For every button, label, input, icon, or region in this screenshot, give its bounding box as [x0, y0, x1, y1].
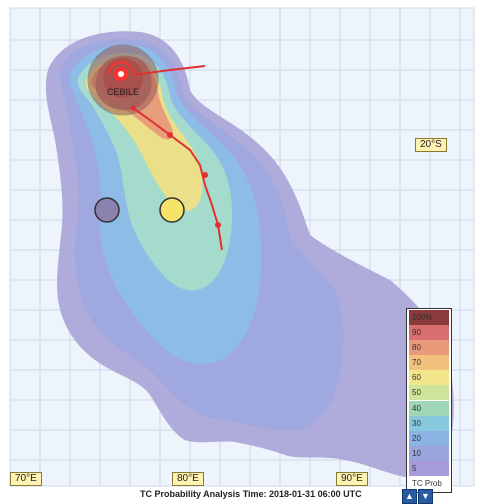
legend-row: 10	[409, 445, 449, 461]
legend-row: TC Prob	[409, 475, 449, 491]
track-point	[215, 222, 221, 228]
track-point	[130, 105, 136, 111]
track-point	[167, 132, 173, 138]
track-point	[202, 172, 208, 178]
secondary-marker-purple	[94, 197, 120, 223]
storm-track-past	[132, 65, 206, 76]
legend-row: 20	[409, 430, 449, 446]
legend-row: 50	[409, 385, 449, 401]
analysis-time-caption: TC Probability Analysis Time: 2018-01-31…	[140, 489, 362, 499]
probability-legend: 100% 90 80 70 60 50 40 30 20 10 5 TC Prob	[406, 308, 452, 493]
legend-row: 70	[409, 355, 449, 371]
lon-label-80e: 80°E	[172, 472, 204, 486]
legend-row: 40	[409, 400, 449, 416]
legend-row: 90	[409, 325, 449, 341]
lat-label-20s: 20°S	[415, 138, 447, 152]
storm-center-marker	[87, 44, 159, 116]
legend-row: 80	[409, 340, 449, 356]
legend-row: 100%	[409, 310, 449, 326]
legend-row: 30	[409, 415, 449, 431]
storm-name-label: CEBILE	[107, 87, 139, 97]
secondary-marker-yellow	[159, 197, 185, 223]
legend-row: 5	[409, 460, 449, 476]
lon-label-90e: 90°E	[336, 472, 368, 486]
storm-track-forecast	[132, 107, 223, 251]
lon-label-70e: 70°E	[10, 472, 42, 486]
legend-row: 60	[409, 370, 449, 386]
